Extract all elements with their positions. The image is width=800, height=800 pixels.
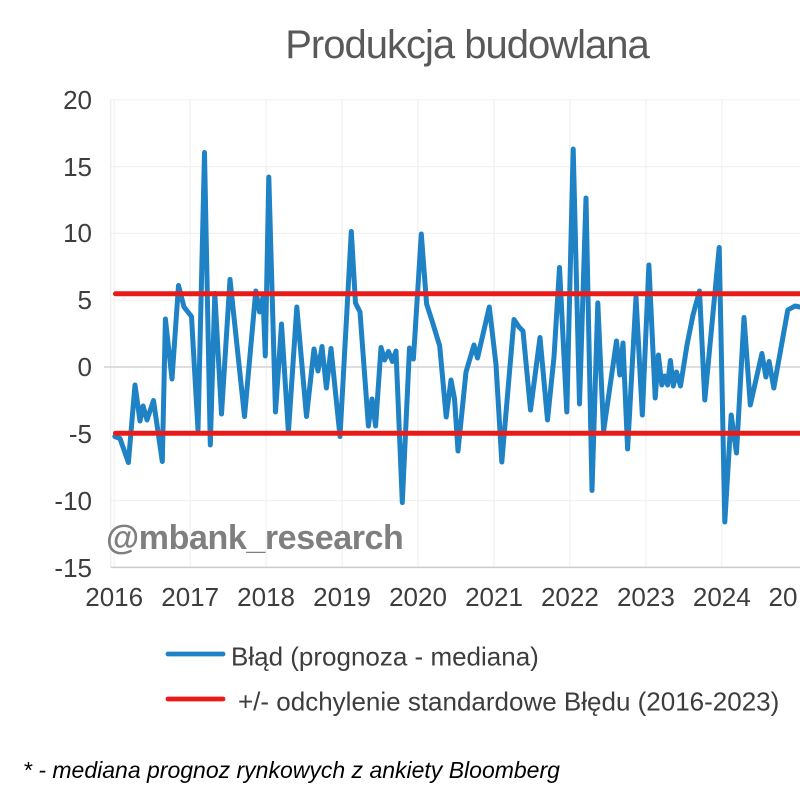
- svg-text:2023: 2023: [617, 582, 675, 612]
- svg-text:+/- odchylenie standardowe Błę: +/- odchylenie standardowe Błędu (2016-2…: [238, 687, 779, 717]
- svg-text:20: 20: [63, 85, 92, 115]
- svg-text:10: 10: [63, 218, 92, 248]
- svg-text:2018: 2018: [237, 582, 295, 612]
- svg-text:* - mediana prognoz rynkowych: * - mediana prognoz rynkowych z ankiety …: [23, 757, 560, 783]
- svg-text:20: 20: [769, 582, 798, 612]
- svg-text:2017: 2017: [161, 582, 219, 612]
- svg-text:@mbank_research: @mbank_research: [106, 519, 403, 557]
- svg-text:-15: -15: [54, 553, 92, 583]
- svg-text:0: 0: [78, 352, 92, 382]
- svg-text:2019: 2019: [313, 582, 371, 612]
- svg-text:2016: 2016: [85, 582, 143, 612]
- svg-text:5: 5: [78, 285, 92, 315]
- svg-text:2024: 2024: [693, 582, 751, 612]
- svg-text:2020: 2020: [389, 582, 447, 612]
- svg-text:2021: 2021: [465, 582, 523, 612]
- svg-text:-10: -10: [54, 486, 92, 516]
- svg-text:-5: -5: [69, 419, 92, 449]
- svg-text:15: 15: [63, 152, 92, 182]
- svg-text:Błąd (prognoza - mediana): Błąd (prognoza - mediana): [231, 642, 539, 672]
- svg-text:2022: 2022: [541, 582, 599, 612]
- svg-text:Produkcja budowlana: Produkcja budowlana: [285, 23, 650, 67]
